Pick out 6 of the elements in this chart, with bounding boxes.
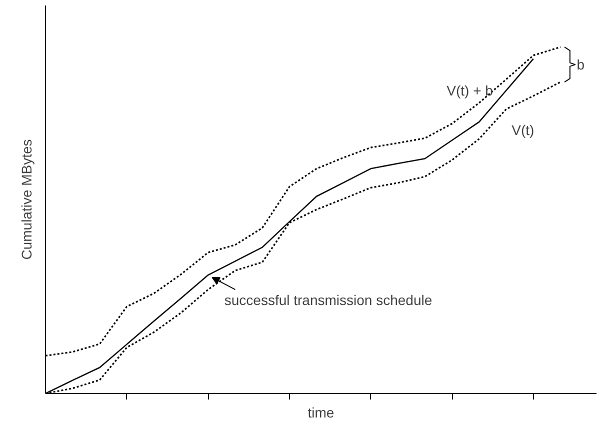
- series-label: V(t): [512, 122, 534, 138]
- y-axis-title: Cumulative MBytes: [18, 139, 34, 260]
- legend-label: successful transmission schedule: [224, 292, 432, 308]
- x-axis-title: time: [308, 404, 334, 420]
- series-label: V(t) + b: [446, 82, 494, 98]
- annotation: b: [576, 56, 585, 73]
